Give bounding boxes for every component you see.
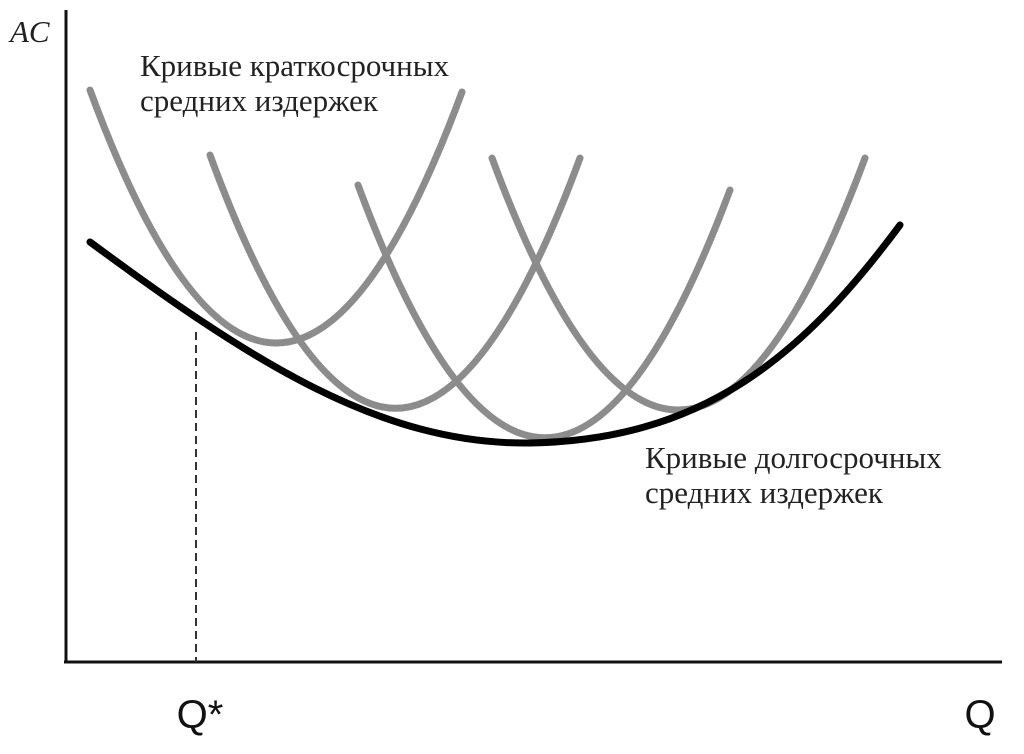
x-marker-label: Q* — [177, 693, 224, 737]
annotation: Кривые краткосрочных — [140, 48, 450, 83]
x-axis-label: Q — [964, 693, 995, 737]
annotation: средних издержек — [645, 475, 884, 510]
annotation: средних издержек — [140, 83, 379, 118]
y-axis-label: AC — [8, 14, 50, 49]
long-run-curve — [86, 221, 904, 447]
annotation: Кривые долгосрочных — [645, 440, 942, 475]
short-run-curve — [354, 181, 734, 442]
short-run-curve — [488, 154, 869, 414]
short-run-curve — [206, 151, 584, 412]
short-run-curve — [86, 86, 466, 347]
